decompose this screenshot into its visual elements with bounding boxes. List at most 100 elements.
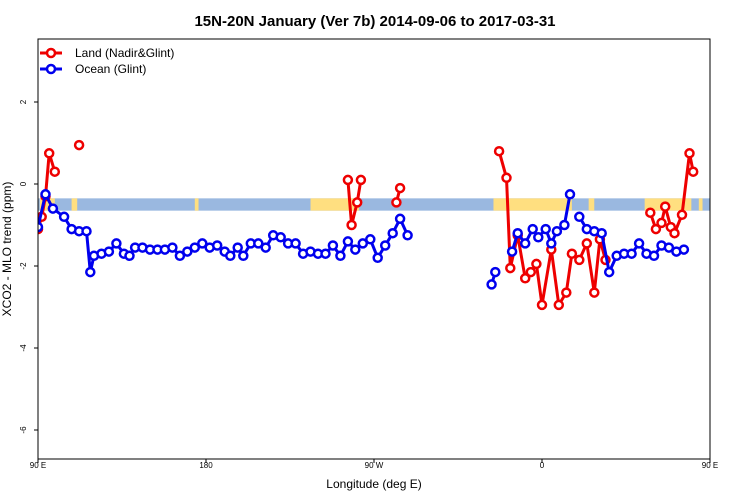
data-point xyxy=(320,248,331,259)
data-point xyxy=(527,223,538,235)
y-tick-label: 2 xyxy=(19,99,28,104)
data-point xyxy=(663,242,675,253)
data-point xyxy=(73,139,85,151)
x-tick-label: 180 xyxy=(199,461,213,470)
data-point xyxy=(525,266,537,278)
data-point xyxy=(519,238,531,249)
data-point xyxy=(355,174,367,186)
band-land-segment xyxy=(588,198,595,211)
legend-ocean-marker xyxy=(45,63,57,75)
data-point xyxy=(669,227,680,239)
data-point xyxy=(564,189,576,200)
data-point xyxy=(81,225,92,237)
data-point xyxy=(40,189,51,200)
y-tick-label: -6 xyxy=(19,426,28,434)
data-point xyxy=(546,238,557,249)
x-axis-label: Longitude (deg E) xyxy=(326,477,421,491)
data-point xyxy=(167,242,178,253)
data-point xyxy=(290,238,301,249)
data-point xyxy=(589,287,600,298)
data-point xyxy=(581,238,593,249)
data-point xyxy=(553,299,565,311)
data-point xyxy=(111,238,122,249)
data-point xyxy=(365,234,376,245)
data-point xyxy=(394,213,406,225)
data-point xyxy=(402,230,413,241)
data-point xyxy=(387,227,398,239)
data-point xyxy=(715,141,723,149)
series-layer xyxy=(28,139,723,311)
data-point xyxy=(678,244,690,255)
data-point xyxy=(676,209,688,221)
data-point xyxy=(232,242,243,253)
data-point xyxy=(342,236,354,247)
data-point xyxy=(684,148,695,159)
data-point xyxy=(490,266,501,278)
data-point xyxy=(38,221,44,233)
x-tick-label: 90 E xyxy=(30,461,46,470)
data-point xyxy=(238,250,249,262)
data-point xyxy=(501,172,512,184)
data-point xyxy=(561,287,572,298)
data-point xyxy=(211,240,223,251)
y-tick-label: -2 xyxy=(19,262,28,270)
legend-land-label: Land (Nadir&Glint) xyxy=(75,46,174,60)
x-axis: 90 E 180 90 W 0 90 E xyxy=(30,459,718,470)
y-axis: 2 0 -2 -4 -6 xyxy=(19,99,38,434)
data-point xyxy=(648,250,660,262)
data-point xyxy=(506,246,518,257)
data-point xyxy=(659,201,671,212)
data-point xyxy=(327,240,339,251)
data-point xyxy=(335,250,346,262)
data-point xyxy=(687,166,699,177)
y-tick-label: 0 xyxy=(19,181,28,186)
chart-title: 15N-20N January (Ver 7b) 2014-09-06 to 2… xyxy=(194,13,555,30)
data-point xyxy=(486,279,497,290)
data-point xyxy=(174,250,186,262)
data-point xyxy=(197,238,208,249)
data-point xyxy=(350,244,361,255)
data-point xyxy=(536,299,548,311)
band-ocean xyxy=(38,198,710,211)
data-point xyxy=(603,266,615,278)
band-land-segment xyxy=(194,198,199,211)
data-point xyxy=(626,248,637,259)
data-point xyxy=(357,238,369,249)
data-point xyxy=(391,197,402,208)
data-point xyxy=(633,238,645,249)
data-point xyxy=(650,223,662,235)
data-point xyxy=(394,182,406,194)
data-point xyxy=(182,246,193,257)
data-point xyxy=(574,211,585,223)
data-point xyxy=(540,223,551,235)
data-point xyxy=(103,246,115,257)
data-point xyxy=(124,250,135,262)
data-point xyxy=(49,166,61,177)
data-point xyxy=(519,273,531,284)
land-band xyxy=(38,198,710,211)
data-point xyxy=(372,252,383,264)
data-point xyxy=(58,211,70,223)
data-point xyxy=(645,207,656,218)
data-point xyxy=(531,258,542,270)
y-tick-label: -4 xyxy=(19,344,28,352)
data-point xyxy=(47,203,59,214)
data-point xyxy=(574,254,585,266)
data-point xyxy=(379,240,391,251)
band-land-segment xyxy=(310,198,360,211)
series-line xyxy=(346,179,363,227)
data-point xyxy=(533,232,544,243)
data-point xyxy=(189,242,201,253)
data-point xyxy=(260,242,271,253)
data-point xyxy=(28,221,36,229)
series-land xyxy=(38,139,723,311)
x-tick-label: 90 W xyxy=(365,461,384,470)
band-land-segment xyxy=(71,198,78,211)
legend: Land (Nadir&Glint) Ocean (Glint) xyxy=(40,46,174,76)
data-point xyxy=(351,197,363,208)
data-point xyxy=(505,262,516,274)
x-tick-label: 0 xyxy=(540,461,545,470)
data-point xyxy=(512,227,523,239)
data-point xyxy=(342,174,354,186)
